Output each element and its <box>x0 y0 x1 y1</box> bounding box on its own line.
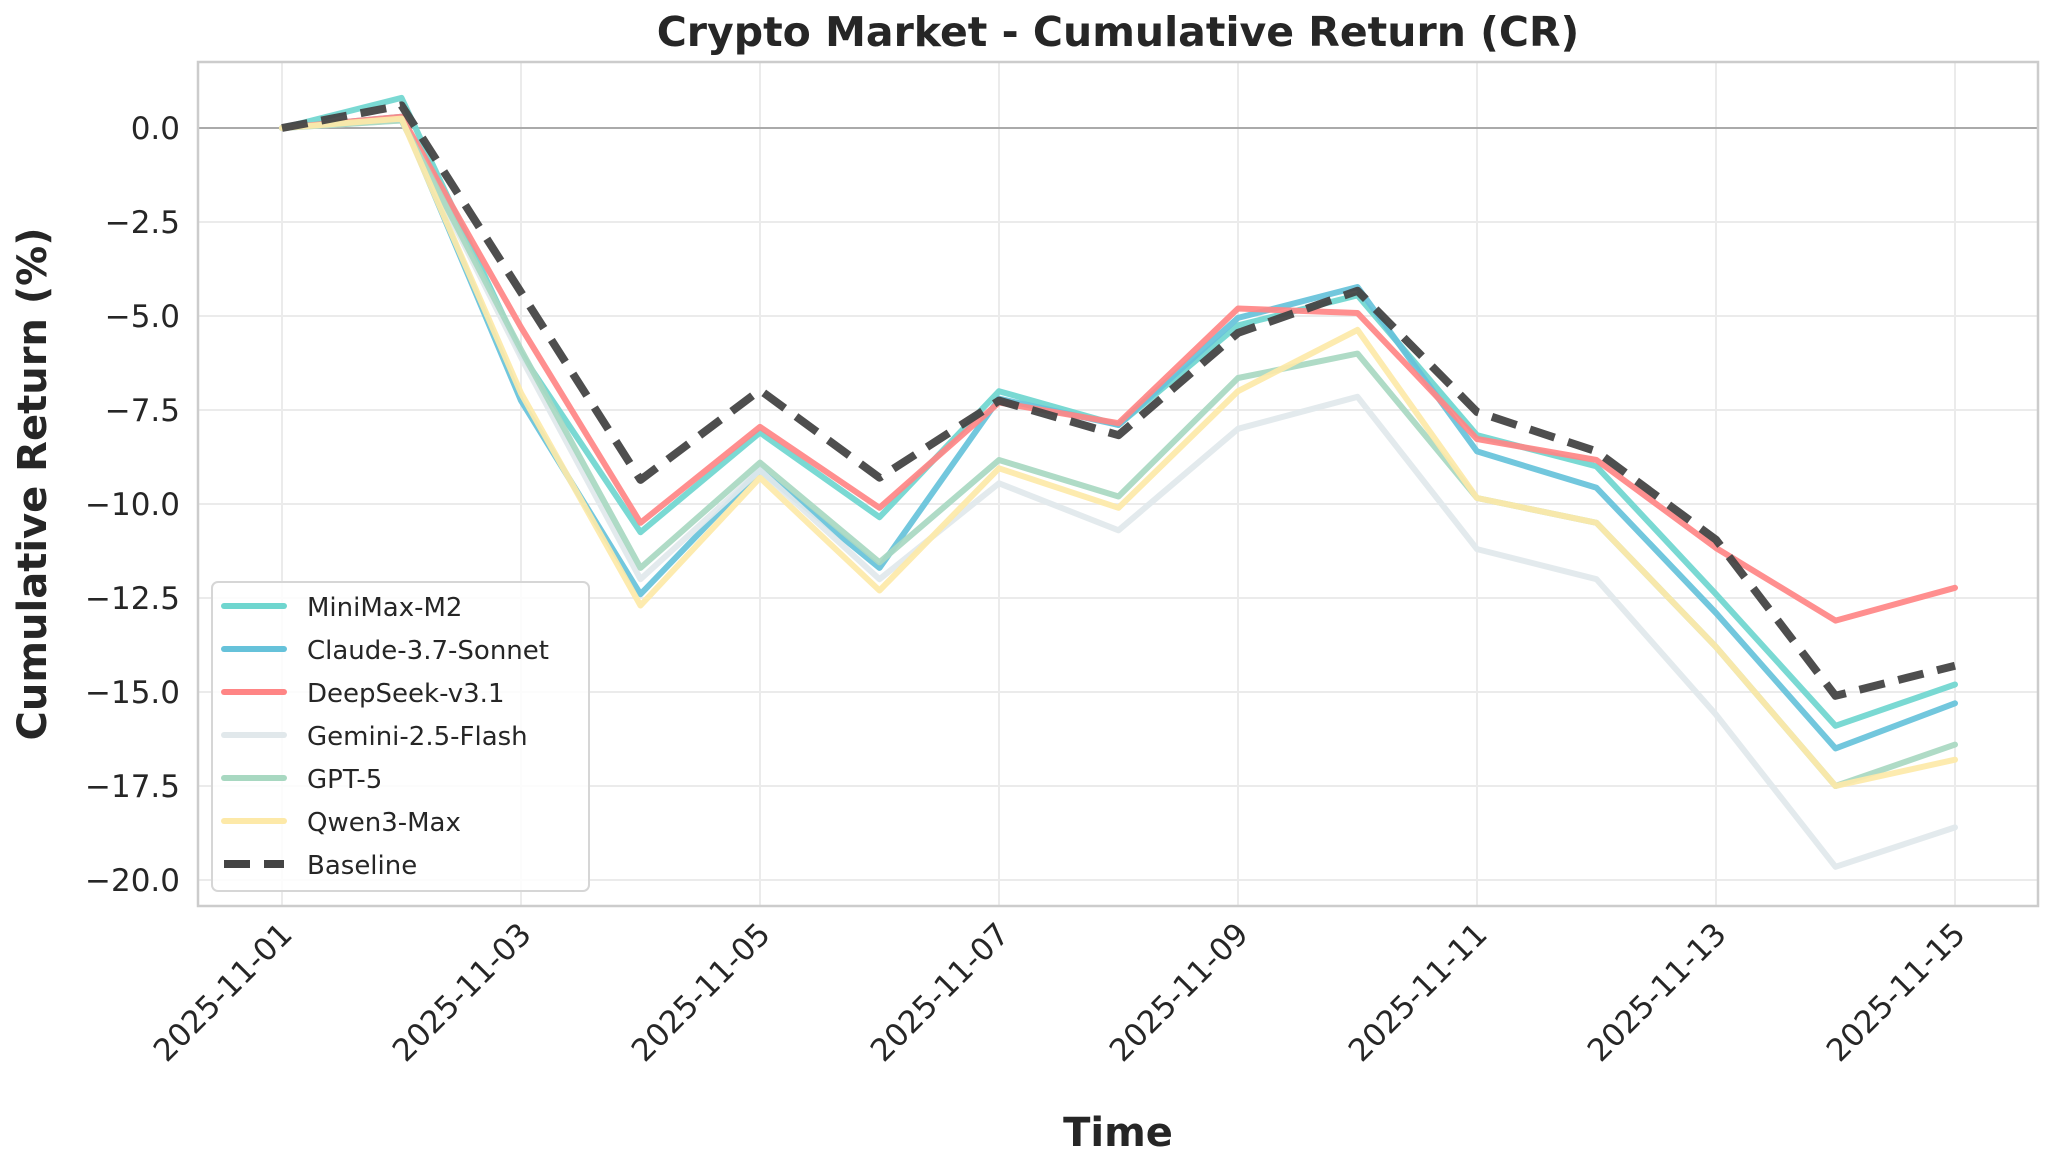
y-tick-label: −7.5 <box>105 393 180 429</box>
legend-box <box>211 581 590 892</box>
y-tick-label: −10.0 <box>85 487 180 523</box>
y-tick-label: −12.5 <box>85 581 180 617</box>
legend-item: Gemini-2.5-Flash <box>221 722 528 752</box>
series-line-gemini-2-5-flash <box>279 117 1958 870</box>
y-tick-label: −20.0 <box>85 863 180 899</box>
legend-item: DeepSeek-v3.1 <box>221 679 505 709</box>
legend-label: Claude-3.7-Sonnet <box>307 636 549 666</box>
series-lines <box>279 94 1958 870</box>
legend-label: Baseline <box>307 851 417 881</box>
y-tick-label: −2.5 <box>105 205 180 241</box>
y-tick-label: −5.0 <box>105 299 180 335</box>
legend-label: Gemini-2.5-Flash <box>307 722 528 752</box>
legend-label: DeepSeek-v3.1 <box>307 679 505 709</box>
legend-label: MiniMax-M2 <box>307 593 462 623</box>
legend-item: Baseline <box>224 851 417 881</box>
chart-title: Crypto Market - Cumulative Return (CR) <box>657 8 1580 56</box>
x-axis-label: Time <box>1063 1110 1173 1156</box>
y-axis-ticks: 0.0 −2.5 −5.0 −7.5 −10.0 −12.5 −15.0 −17.5 −20.0 <box>85 111 180 899</box>
y-axis-label: Cumulative Return (%) <box>10 228 56 741</box>
series-line-deepseek-v3-1 <box>279 113 1958 624</box>
axes-frame <box>196 60 2040 908</box>
legend-item: Claude-3.7-Sonnet <box>221 636 549 666</box>
legend: MiniMax-M2 Claude-3.7-Sonnet DeepSeek-v3.1… <box>211 581 590 892</box>
y-tick-label: −15.0 <box>85 675 180 711</box>
series-line-baseline <box>281 101 1956 700</box>
legend-label: GPT-5 <box>307 765 382 795</box>
series-line-qwen3-max <box>279 115 1958 789</box>
legend-item: Qwen3-Max <box>221 808 461 838</box>
y-tick-label: 0.0 <box>131 111 180 147</box>
legend-label: Qwen3-Max <box>307 808 461 838</box>
legend-item: GPT-5 <box>221 765 382 795</box>
legend-item: MiniMax-M2 <box>221 593 462 623</box>
y-tick-label: −17.5 <box>85 769 180 805</box>
